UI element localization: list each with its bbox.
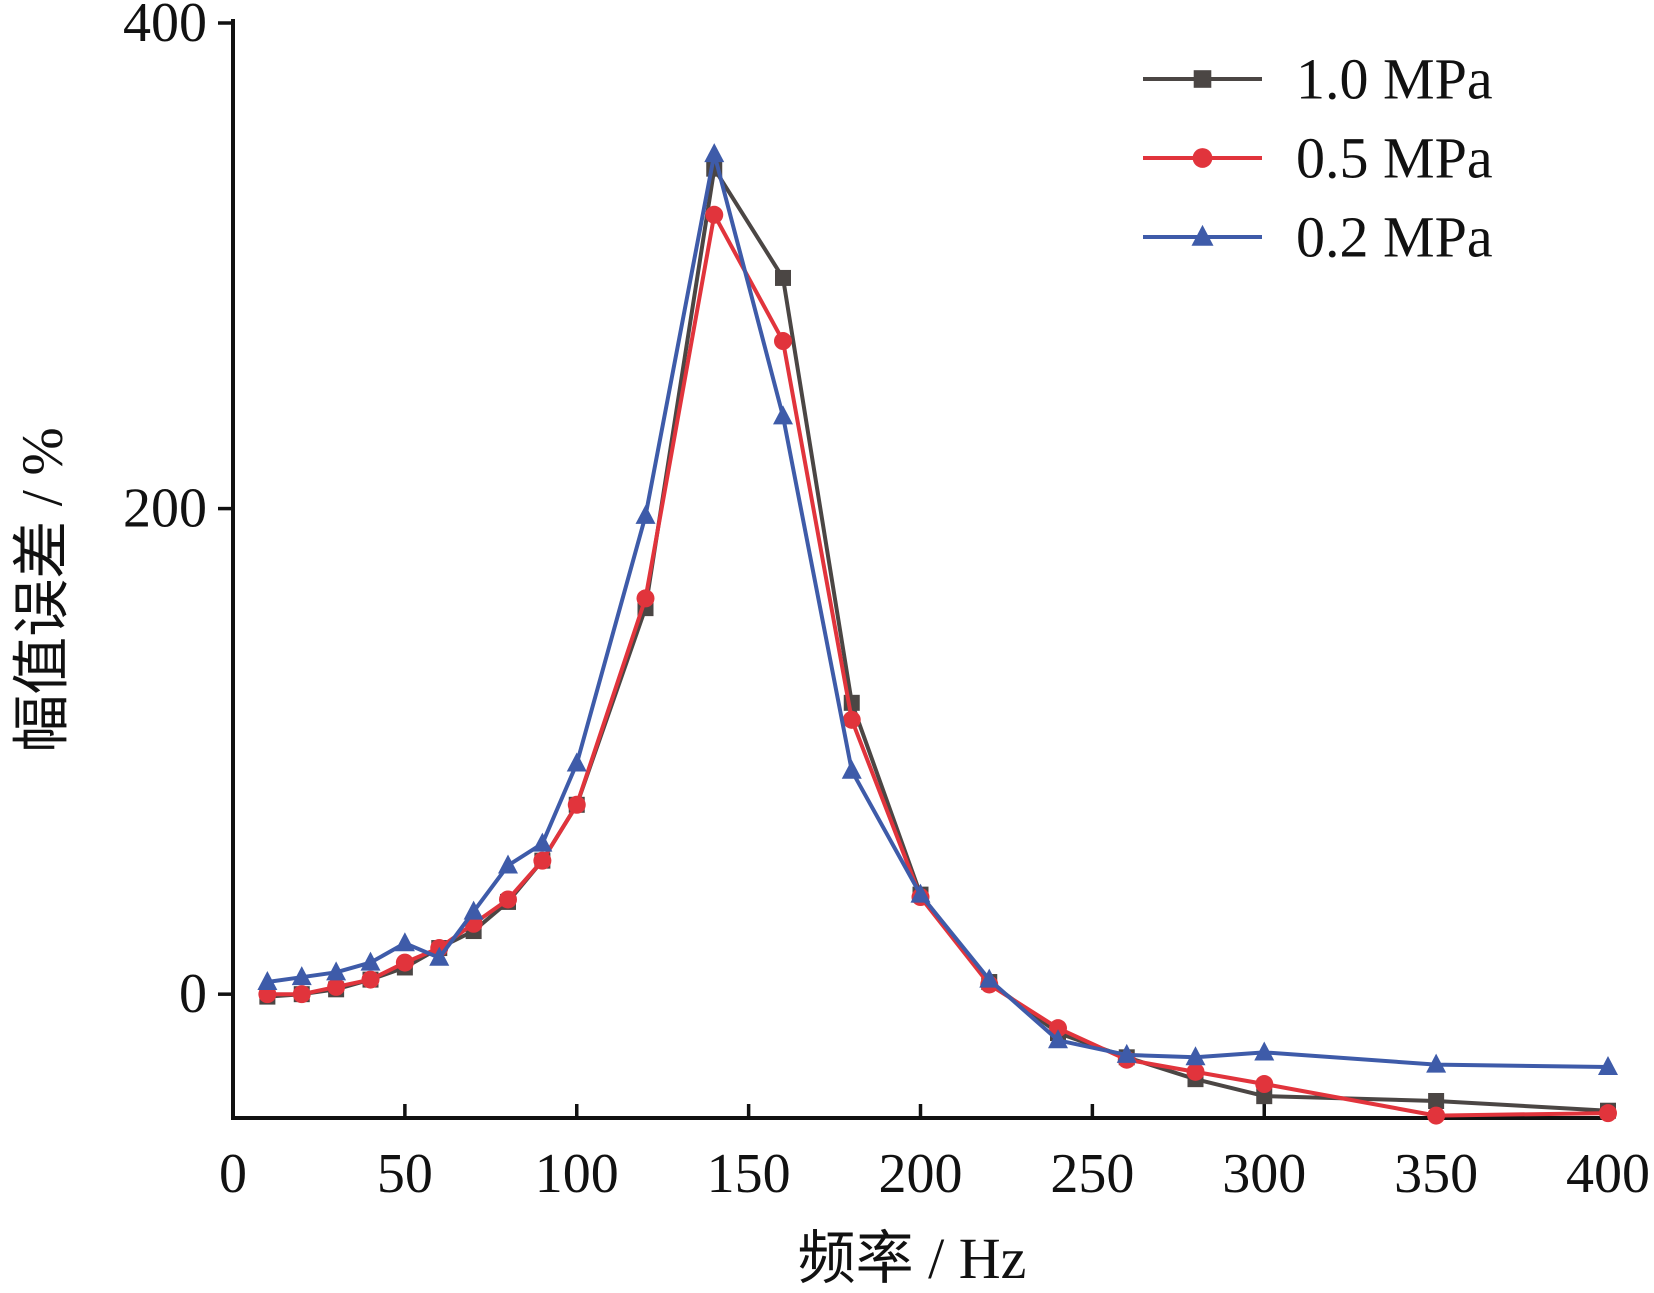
- data-point: [1598, 1056, 1618, 1076]
- data-point: [1256, 1088, 1273, 1105]
- legend-marker: [1192, 148, 1213, 168]
- data-point: [842, 710, 861, 729]
- data-point: [257, 971, 278, 991]
- data-point: [291, 966, 312, 986]
- data-point: [1049, 1019, 1067, 1038]
- legend: 1.0 MPa 0.5 MPa 0.2 MPa: [1143, 47, 1493, 270]
- x-tick-label: 400: [1566, 1143, 1650, 1205]
- data-point: [979, 968, 1000, 988]
- data-point: [566, 752, 587, 772]
- axes: 0 200 400 0 50 100 150 200 250 300 350 400: [123, 0, 1650, 1205]
- series-3: [257, 143, 1618, 1076]
- data-point: [498, 854, 518, 874]
- data-point: [395, 953, 414, 972]
- data-point: [773, 405, 793, 425]
- legend-label: 0.2 MPa: [1296, 205, 1493, 270]
- x-tick-label: 150: [707, 1143, 791, 1205]
- y-tick-label: 0: [179, 963, 207, 1025]
- data-point: [841, 759, 862, 779]
- series-2: [258, 205, 1617, 1125]
- series-line: [267, 152, 1609, 1069]
- data-point: [1185, 1046, 1206, 1066]
- y-tick-label: 400: [123, 0, 207, 54]
- series-layer: [257, 143, 1618, 1125]
- data-point: [1426, 1053, 1447, 1073]
- data-point: [704, 143, 725, 163]
- data-point: [1255, 1075, 1274, 1094]
- data-point: [1599, 1104, 1617, 1123]
- legend-marker: [1193, 70, 1212, 88]
- data-point: [360, 951, 381, 971]
- data-point: [326, 961, 347, 981]
- x-tick-label: 50: [377, 1143, 433, 1205]
- x-axis-label: 频率 / Hz: [798, 1226, 1027, 1291]
- data-point: [394, 932, 415, 952]
- data-point: [533, 851, 552, 870]
- data-point: [1254, 1041, 1275, 1061]
- data-point: [1428, 1093, 1445, 1110]
- series-line: [267, 212, 1609, 1118]
- x-tick-label: 350: [1394, 1143, 1478, 1205]
- data-point: [327, 977, 346, 996]
- data-point: [1186, 1062, 1205, 1081]
- legend-item: 0.2 MPa: [1143, 205, 1493, 270]
- data-point: [532, 832, 553, 852]
- data-point: [1048, 1029, 1068, 1049]
- x-tick-label: 200: [879, 1143, 963, 1205]
- y-axis-label: 幅值误差 / %: [10, 427, 75, 752]
- data-point: [636, 589, 655, 608]
- data-point: [705, 205, 724, 224]
- data-point: [635, 504, 656, 524]
- data-point: [910, 883, 931, 903]
- legend-item: 1.0 MPa: [1143, 47, 1493, 112]
- data-point: [1427, 1106, 1446, 1125]
- data-point: [292, 985, 311, 1004]
- data-point: [361, 970, 380, 989]
- x-tick-label: 300: [1222, 1143, 1306, 1205]
- series-1: [259, 160, 1616, 1119]
- y-tick-label: 200: [123, 478, 207, 540]
- legend-label: 1.0 MPa: [1296, 47, 1493, 112]
- legend-marker: [1191, 224, 1214, 246]
- data-point: [774, 332, 792, 351]
- data-point: [499, 890, 517, 909]
- x-tick-label: 0: [219, 1143, 247, 1205]
- data-point: [463, 900, 484, 920]
- data-point: [567, 795, 586, 814]
- legend-label: 0.5 MPa: [1296, 126, 1493, 191]
- x-tick-label: 250: [1050, 1143, 1134, 1205]
- series-line: [267, 166, 1609, 1113]
- legend-item: 0.5 MPa: [1143, 126, 1493, 191]
- data-point: [429, 946, 450, 966]
- x-tick-label: 100: [535, 1143, 619, 1205]
- data-point: [775, 269, 791, 286]
- data-point: [1116, 1043, 1137, 1063]
